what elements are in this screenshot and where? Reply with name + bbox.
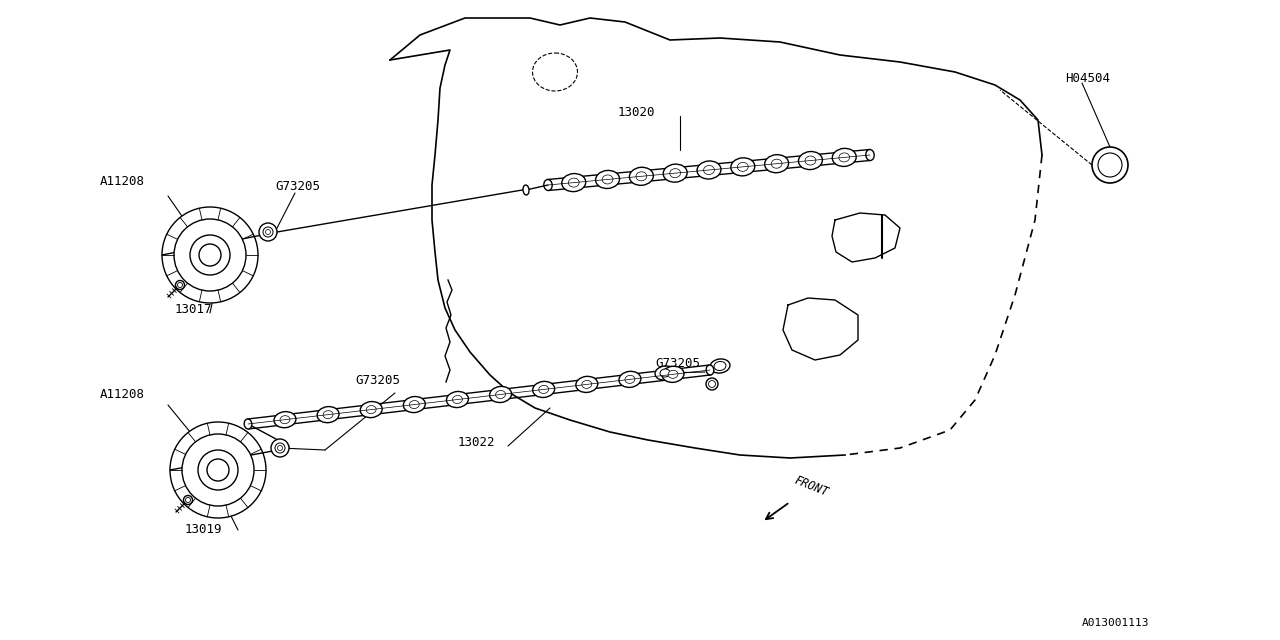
Ellipse shape — [698, 161, 721, 179]
Text: A11208: A11208 — [100, 175, 145, 188]
Ellipse shape — [660, 369, 669, 377]
Ellipse shape — [799, 152, 823, 170]
Ellipse shape — [453, 396, 462, 404]
Text: 13017: 13017 — [175, 303, 212, 316]
Text: 13020: 13020 — [618, 106, 655, 119]
Ellipse shape — [805, 156, 815, 165]
Circle shape — [198, 244, 221, 266]
Ellipse shape — [865, 150, 874, 161]
Ellipse shape — [275, 443, 285, 453]
Ellipse shape — [576, 376, 598, 392]
Ellipse shape — [524, 185, 529, 195]
Ellipse shape — [323, 411, 333, 419]
Ellipse shape — [568, 178, 579, 187]
Text: G73205: G73205 — [355, 374, 401, 387]
Text: H04504: H04504 — [1065, 72, 1110, 85]
Ellipse shape — [271, 439, 289, 457]
Ellipse shape — [772, 159, 782, 168]
Ellipse shape — [183, 495, 192, 504]
Ellipse shape — [595, 170, 620, 189]
Ellipse shape — [620, 371, 641, 387]
Ellipse shape — [280, 415, 289, 424]
Text: A11208: A11208 — [100, 388, 145, 401]
Ellipse shape — [366, 406, 376, 413]
Text: G73205: G73205 — [275, 180, 320, 193]
Ellipse shape — [539, 385, 549, 394]
Ellipse shape — [447, 392, 468, 408]
Ellipse shape — [410, 401, 420, 408]
Text: A013001113: A013001113 — [1082, 618, 1149, 628]
Circle shape — [1092, 147, 1128, 183]
Ellipse shape — [544, 179, 552, 191]
Ellipse shape — [832, 148, 856, 166]
Ellipse shape — [403, 397, 425, 413]
Ellipse shape — [710, 359, 730, 373]
Ellipse shape — [737, 163, 749, 172]
Ellipse shape — [625, 375, 635, 383]
Polygon shape — [832, 213, 900, 262]
Ellipse shape — [668, 371, 678, 378]
Ellipse shape — [704, 166, 714, 175]
Ellipse shape — [636, 172, 646, 181]
Ellipse shape — [360, 401, 383, 418]
Circle shape — [207, 459, 229, 481]
Circle shape — [198, 450, 238, 490]
Ellipse shape — [562, 173, 586, 191]
Ellipse shape — [317, 406, 339, 422]
Text: 13022: 13022 — [458, 436, 495, 449]
Ellipse shape — [731, 158, 755, 176]
Circle shape — [163, 207, 259, 303]
Ellipse shape — [489, 387, 512, 403]
Ellipse shape — [259, 223, 276, 241]
Ellipse shape — [495, 390, 506, 399]
Circle shape — [182, 434, 253, 506]
Ellipse shape — [838, 153, 850, 162]
Ellipse shape — [662, 366, 684, 382]
Ellipse shape — [175, 280, 184, 289]
Ellipse shape — [707, 378, 718, 390]
Ellipse shape — [244, 419, 252, 429]
Circle shape — [1098, 153, 1123, 177]
Ellipse shape — [707, 365, 714, 375]
Ellipse shape — [655, 366, 675, 380]
Ellipse shape — [630, 167, 653, 186]
Ellipse shape — [274, 412, 296, 428]
Ellipse shape — [669, 169, 681, 178]
Circle shape — [174, 219, 246, 291]
Polygon shape — [783, 298, 858, 360]
Ellipse shape — [532, 381, 554, 397]
Text: FRONT: FRONT — [792, 474, 829, 499]
Ellipse shape — [663, 164, 687, 182]
Ellipse shape — [262, 227, 273, 237]
Ellipse shape — [582, 380, 591, 388]
Circle shape — [170, 422, 266, 518]
Ellipse shape — [764, 155, 788, 173]
Text: G73205: G73205 — [655, 357, 700, 370]
Ellipse shape — [602, 175, 613, 184]
Text: 13019: 13019 — [186, 523, 223, 536]
Circle shape — [189, 235, 230, 275]
